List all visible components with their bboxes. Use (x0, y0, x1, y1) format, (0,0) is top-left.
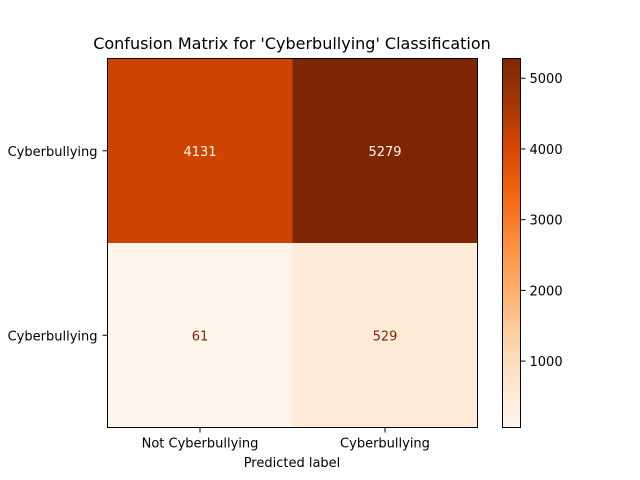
cell-value-label: 61 (192, 329, 209, 344)
cell-value-label: 529 (373, 329, 398, 344)
y-tick-label: Cyberbullying (8, 145, 98, 160)
cell-value-label: 5279 (368, 145, 401, 160)
heatmap-cell (292, 243, 478, 428)
chart-title: Confusion Matrix for 'Cyberbullying' Cla… (93, 34, 491, 53)
heatmap-cell (107, 243, 293, 428)
heatmap-cell (107, 58, 293, 244)
heatmap-cell-labels: 4131 5279 61 529 (183, 145, 401, 345)
colorbar-tick-label: 5000 (530, 72, 563, 87)
colorbar-tick-label: 4000 (530, 143, 563, 158)
x-axis: Not Cyberbullying Cyberbullying (142, 427, 430, 452)
plot-frame (107, 58, 478, 428)
x-tick-label: Not Cyberbullying (142, 437, 259, 452)
colorbar (502, 58, 521, 428)
cell-value-label: 4131 (183, 145, 216, 160)
colorbar-tick-label: 3000 (530, 214, 563, 229)
colorbar-tick-label: 1000 (530, 355, 563, 370)
x-axis-label: Predicted label (244, 456, 341, 471)
heatmap-cell (292, 58, 478, 244)
colorbar-tick-label: 2000 (530, 284, 563, 299)
heatmap-cells (107, 58, 478, 428)
y-tick-label: Cyberbullying (8, 329, 98, 344)
x-tick-label: Cyberbullying (340, 437, 430, 452)
colorbar-ticks: 1000 2000 3000 4000 5000 (520, 72, 563, 370)
y-axis: Cyberbullying Cyberbullying (8, 145, 108, 344)
